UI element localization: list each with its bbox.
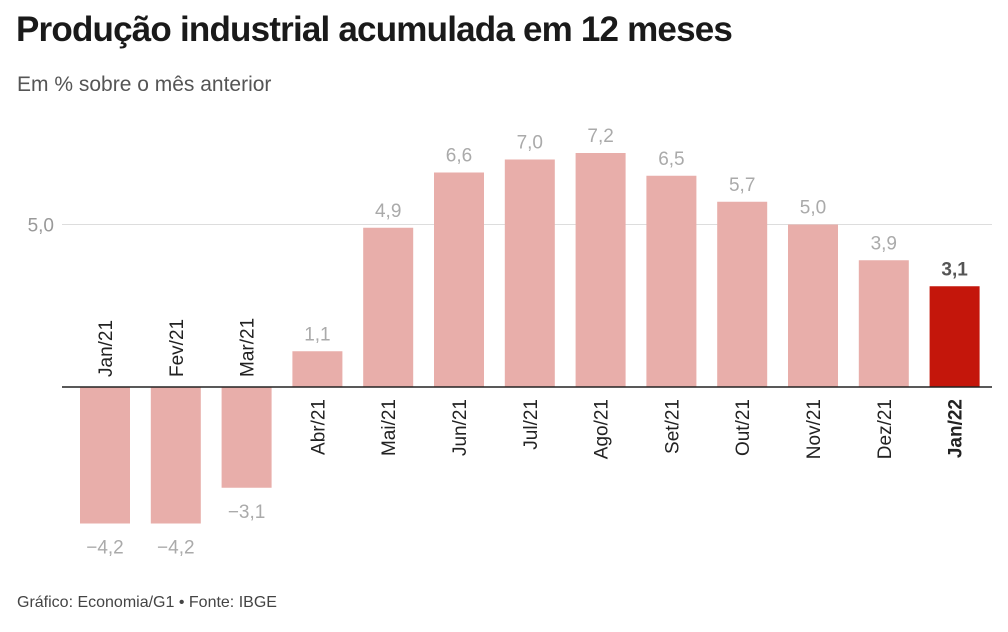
category-label: Jan/21	[96, 320, 117, 377]
data-label: 6,6	[446, 146, 472, 167]
category-label: Mai/21	[379, 399, 400, 456]
data-labels: −4,2 −4,2 −3,1 1,1 4,9 6,6 7,0 7,2 6,5 5,7 5,0 3,9 3…	[86, 126, 968, 559]
bar-abr-21	[292, 351, 343, 387]
bar-fev-21	[150, 387, 201, 524]
bar-set-21	[646, 175, 697, 387]
category-label: Jan/22	[946, 399, 967, 458]
bar-jan-22	[929, 286, 980, 387]
category-labels: Jan/21 Fev/21 Mar/21 Abr/21 Mai/21 Jun/21 Jul/…	[96, 318, 967, 459]
data-label: −4,2	[86, 538, 124, 559]
bar-jul-21	[504, 159, 555, 387]
bar-mai-21	[363, 227, 414, 387]
category-label: Jul/21	[521, 399, 542, 450]
category-label: Dez/21	[875, 399, 896, 459]
chart-title: Produção industrial acumulada em 12 mese…	[16, 10, 733, 49]
data-label: 4,9	[375, 201, 401, 222]
bar-ago-21	[575, 153, 626, 387]
category-label: Out/21	[733, 399, 754, 456]
data-label: 7,2	[587, 126, 613, 147]
category-label: Mar/21	[238, 318, 259, 377]
data-label: 7,0	[517, 133, 543, 154]
category-label: Ago/21	[592, 399, 613, 459]
chart-source: Gráfico: Economia/G1 • Fonte: IBGE	[17, 594, 277, 611]
category-label: Abr/21	[308, 399, 329, 455]
y-tick-label: 5,0	[28, 216, 54, 237]
bar-out-21	[717, 201, 768, 387]
bar-dez-21	[858, 260, 909, 387]
category-label: Jun/21	[450, 399, 471, 456]
bar-nov-21	[788, 224, 838, 387]
data-label: 6,5	[658, 149, 684, 170]
data-label: 5,0	[800, 198, 826, 219]
chart-subtitle: Em % sobre o mês anterior	[17, 73, 272, 96]
category-label: Nov/21	[804, 399, 825, 459]
bar-jan-21	[80, 387, 130, 524]
category-label: Set/21	[662, 399, 683, 454]
bar-jun-21	[434, 172, 484, 387]
data-label: 5,7	[729, 175, 755, 196]
bar-mar-21	[221, 387, 272, 488]
data-label: −4,2	[157, 538, 195, 559]
data-label: 1,1	[304, 324, 330, 345]
data-label: 3,1	[941, 259, 968, 280]
data-label: 3,9	[871, 233, 897, 254]
category-label: Fev/21	[167, 319, 188, 377]
data-label: −3,1	[228, 502, 266, 523]
bars	[80, 153, 980, 524]
